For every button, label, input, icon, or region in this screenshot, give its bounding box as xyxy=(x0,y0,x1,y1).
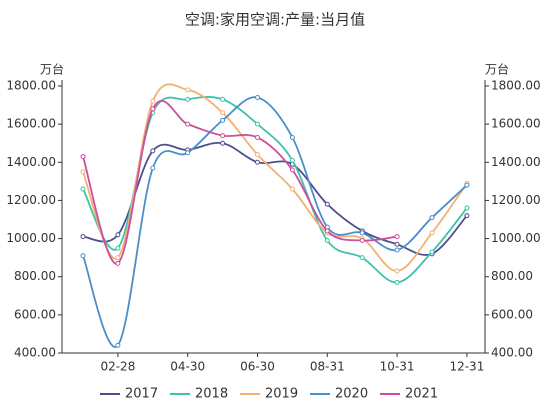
y2-tick-label: 1000.00 xyxy=(491,231,541,245)
y-tick-label: 1600.00 xyxy=(6,117,56,131)
x-tick-label: 12-31 xyxy=(449,360,484,374)
point xyxy=(220,140,226,146)
y-tick-label: 1800.00 xyxy=(6,79,56,93)
point xyxy=(115,255,121,261)
point xyxy=(394,234,400,240)
point xyxy=(255,159,260,165)
point xyxy=(80,186,86,192)
point xyxy=(394,247,400,253)
y2-unit: 万台 xyxy=(485,62,509,77)
point xyxy=(220,96,226,102)
y2-tick-label: 1200.00 xyxy=(491,193,541,207)
legend-label: 2018 xyxy=(195,387,228,402)
point xyxy=(289,157,295,163)
point xyxy=(185,87,191,93)
point xyxy=(429,249,435,255)
y-tick-label: 1200.00 xyxy=(6,193,56,207)
point xyxy=(464,182,470,188)
legend-label: 2017 xyxy=(125,387,158,402)
point xyxy=(324,237,330,243)
point xyxy=(115,245,121,251)
point xyxy=(359,255,365,261)
point xyxy=(324,201,330,207)
y-tick-label: 800.00 xyxy=(14,269,56,283)
point xyxy=(359,237,365,243)
point xyxy=(185,150,191,156)
series-line xyxy=(82,96,468,348)
series-line xyxy=(82,100,398,265)
y-unit: 万台 xyxy=(40,62,64,77)
point xyxy=(394,268,400,274)
point xyxy=(255,152,260,158)
point xyxy=(80,169,86,175)
x-tick-label: 02-28 xyxy=(100,360,135,374)
x-tick-label: 04-30 xyxy=(170,360,205,374)
y-tick-label: 400.00 xyxy=(14,346,56,360)
point xyxy=(394,279,400,285)
point xyxy=(255,134,260,140)
point xyxy=(359,230,365,236)
point xyxy=(289,167,295,173)
point xyxy=(185,96,191,102)
point xyxy=(255,121,260,127)
legend-label: 2021 xyxy=(405,387,438,402)
point xyxy=(220,110,226,116)
point xyxy=(394,241,400,247)
point xyxy=(255,94,260,100)
point xyxy=(150,98,156,104)
point xyxy=(185,121,191,127)
x-tick-label: 06-30 xyxy=(240,360,275,374)
y-tick-label: 1400.00 xyxy=(6,155,56,169)
y2-tick-label: 600.00 xyxy=(491,307,533,321)
point xyxy=(80,154,86,160)
legend-label: 2020 xyxy=(335,387,368,402)
x-tick-label: 10-31 xyxy=(380,360,415,374)
y2-tick-label: 1400.00 xyxy=(491,155,541,169)
point xyxy=(115,232,121,238)
x-tick-label: 08-31 xyxy=(310,360,345,374)
point xyxy=(429,230,435,236)
y2-tick-label: 1800.00 xyxy=(491,79,541,93)
point xyxy=(115,342,121,348)
y-tick-label: 600.00 xyxy=(14,307,56,321)
point xyxy=(220,117,226,123)
y-tick-label: 1000.00 xyxy=(6,231,56,245)
y2-tick-label: 800.00 xyxy=(491,269,533,283)
series-line xyxy=(82,96,468,284)
y2-tick-label: 1600.00 xyxy=(491,117,541,131)
point xyxy=(80,253,86,259)
point xyxy=(150,165,156,171)
point xyxy=(220,133,226,139)
point xyxy=(80,234,86,240)
point xyxy=(289,134,295,140)
point xyxy=(324,228,330,234)
y2-tick-label: 400.00 xyxy=(491,346,533,360)
point xyxy=(289,186,295,192)
chart-title: 空调:家用空调:产量:当月值 xyxy=(185,11,365,29)
point xyxy=(150,148,156,154)
point xyxy=(429,215,435,221)
point xyxy=(150,106,156,112)
point xyxy=(464,213,470,219)
point xyxy=(464,205,470,211)
point xyxy=(115,260,121,266)
legend-label: 2019 xyxy=(265,387,298,402)
